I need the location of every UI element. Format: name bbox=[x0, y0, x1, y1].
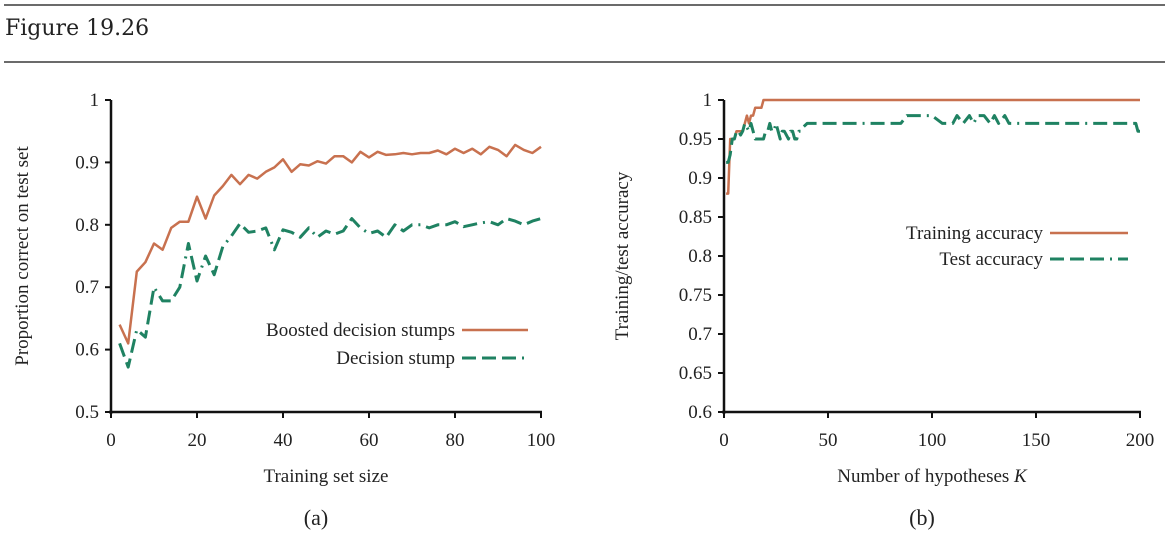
chart-b-x-tick-label: 50 bbox=[819, 430, 838, 451]
chart-a: 0.5 0.6 0.7 0.8 0.9 1 0 20 40 60 80 100 Proportion … bbox=[12, 90, 555, 530]
chart-a-series-boosted-decision-stumps bbox=[118, 143, 542, 345]
chart-b-plot-area bbox=[726, 98, 1140, 195]
chart-b-x-axis-label: Number of hypotheses K bbox=[837, 466, 1028, 487]
chart-a-x-tick-label: 60 bbox=[360, 430, 379, 451]
chart-b-y-tick-label: 0.85 bbox=[679, 207, 712, 228]
chart-b-series-test-accuracy bbox=[726, 114, 1140, 164]
chart-a-x-tick-label: 20 bbox=[188, 430, 207, 451]
top-rule bbox=[4, 4, 1165, 6]
chart-a-y-tick-label: 0.5 bbox=[75, 402, 99, 423]
chart-b-y-tick-label: 1 bbox=[703, 90, 713, 111]
chart-b-x-tick-label: 200 bbox=[1126, 430, 1155, 451]
chart-a-x-tick-label: 100 bbox=[527, 430, 556, 451]
chart-b-panel-label: (b) bbox=[909, 505, 935, 530]
chart-a-y-axis-label: Proportion correct on test set bbox=[12, 146, 33, 366]
chart-a-legend: Boosted decision stumps Decision stump bbox=[266, 320, 528, 369]
chart-a-y-tick-label: 0.9 bbox=[75, 152, 99, 173]
chart-b-y-axis-label: Training/test accuracy bbox=[612, 171, 633, 340]
chart-b-y-tick-label: 0.7 bbox=[688, 324, 712, 345]
chart-a-series-decision-stump bbox=[118, 217, 542, 369]
chart-a-y-tick-label: 0.6 bbox=[75, 340, 99, 361]
chart-b-x-tick-label: 150 bbox=[1022, 430, 1051, 451]
chart-a-y-tick-label: 1 bbox=[90, 90, 100, 111]
chart-a-x-tick-label: 0 bbox=[106, 430, 116, 451]
chart-a-x-tick-label: 40 bbox=[274, 430, 293, 451]
chart-b-y-tick-label: 0.8 bbox=[688, 246, 712, 267]
chart-b-x-axis-label-text: Number of hypotheses bbox=[837, 466, 1014, 487]
title-rule bbox=[4, 61, 1165, 63]
chart-b: 0.6 0.65 0.7 0.75 0.8 0.85 0.9 0.95 1 0 50 100 150 20… bbox=[612, 90, 1154, 530]
chart-a-panel-label: (a) bbox=[304, 505, 328, 530]
chart-a-plot-area bbox=[118, 143, 542, 369]
figure-title: Figure 19.26 bbox=[5, 16, 150, 41]
chart-b-y-tick-label: 0.95 bbox=[679, 129, 712, 150]
chart-a-x-tick-label: 80 bbox=[446, 430, 465, 451]
chart-b-legend: Training accuracy Test accuracy bbox=[906, 223, 1128, 270]
chart-b-x-tick-label: 100 bbox=[918, 430, 947, 451]
chart-b-legend-label-training: Training accuracy bbox=[906, 223, 1043, 244]
chart-b-y-tick-label: 0.65 bbox=[679, 363, 712, 384]
chart-b-x-axis-label-var: K bbox=[1013, 466, 1028, 487]
chart-b-ticks: 0.6 0.65 0.7 0.75 0.8 0.85 0.9 0.95 1 0 50 100 150 20… bbox=[679, 90, 1155, 451]
chart-a-x-axis-label: Training set size bbox=[264, 466, 389, 487]
chart-b-y-tick-label: 0.75 bbox=[679, 285, 712, 306]
chart-a-y-tick-label: 0.8 bbox=[75, 215, 99, 236]
chart-a-legend-label-boosted: Boosted decision stumps bbox=[266, 320, 455, 341]
chart-b-legend-label-test: Test accuracy bbox=[939, 249, 1043, 270]
chart-b-series-training-accuracy bbox=[726, 98, 1140, 195]
chart-b-y-tick-label: 0.6 bbox=[688, 402, 712, 423]
chart-a-legend-label-stump: Decision stump bbox=[336, 348, 455, 369]
chart-b-x-tick-label: 0 bbox=[719, 430, 729, 451]
chart-b-y-tick-label: 0.9 bbox=[688, 168, 712, 189]
chart-a-ticks: 0.5 0.6 0.7 0.8 0.9 1 0 20 40 60 80 100 bbox=[75, 90, 555, 451]
chart-a-y-tick-label: 0.7 bbox=[75, 277, 99, 298]
